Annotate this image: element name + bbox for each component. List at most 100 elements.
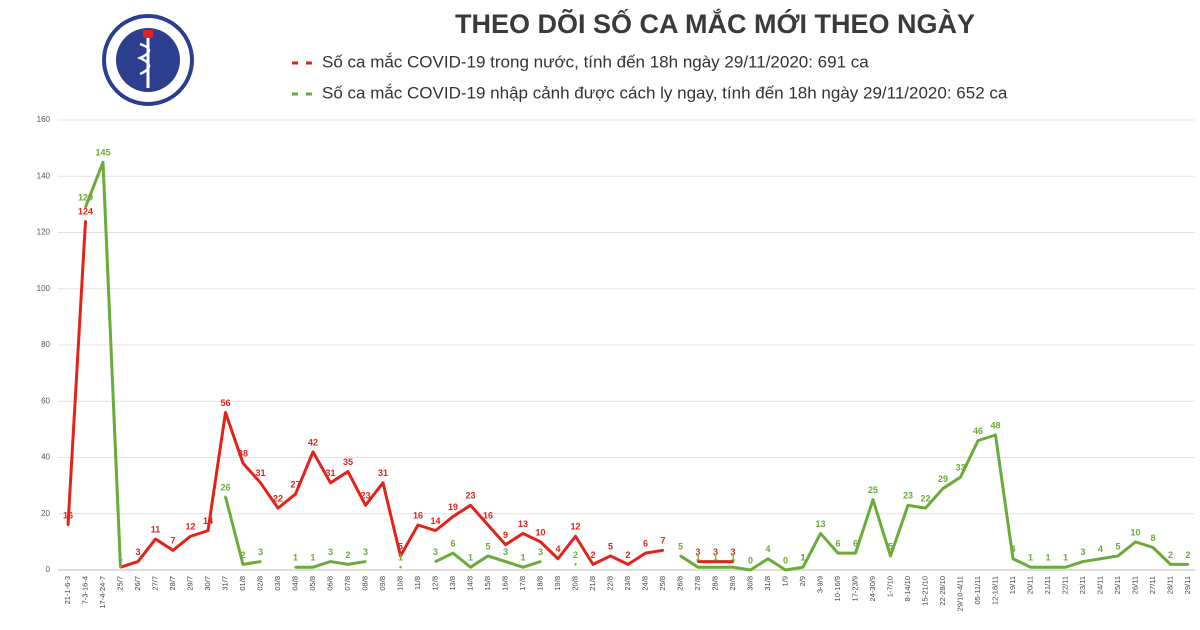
data-point: [609, 554, 612, 558]
data-label: 56: [220, 398, 230, 408]
data-label: 12: [570, 522, 580, 532]
data-label: 22: [273, 494, 283, 504]
data-label: 2: [625, 550, 630, 560]
data-label: 13: [815, 519, 825, 529]
data-point: [644, 551, 647, 555]
data-point: [329, 560, 332, 563]
data-point: [1099, 557, 1102, 560]
data-point: [696, 560, 700, 563]
series-line: [66, 221, 87, 526]
x-tick-label: 25/11: [1113, 576, 1122, 594]
data-label: 6: [853, 539, 858, 549]
x-tick-label: 28/8: [710, 576, 719, 591]
y-tick-label: 120: [37, 228, 51, 237]
data-point: [626, 563, 630, 566]
x-tick-label: 26/8: [675, 576, 684, 591]
data-label: 23: [360, 491, 370, 501]
x-tick-label: 26/7: [133, 576, 142, 591]
x-tick-label: 06/8: [325, 576, 334, 591]
data-label: 1: [800, 553, 805, 563]
data-point: [276, 506, 280, 510]
data-point: [714, 560, 717, 563]
x-tick-label: 29/8: [728, 576, 737, 591]
data-label: 2: [1168, 550, 1173, 560]
logo: [102, 14, 194, 106]
x-tick-label: 1-7/10: [885, 576, 894, 597]
data-point: [206, 529, 210, 532]
data-label: 5: [888, 541, 893, 551]
data-point: [1169, 563, 1172, 566]
data-point: [819, 532, 822, 535]
data-point: [889, 554, 892, 558]
x-tick-label: 23/11: [1078, 576, 1087, 594]
x-tick-label: 29/10-4/11: [955, 576, 964, 611]
data-label: 33: [955, 463, 965, 473]
data-label: 5: [608, 541, 613, 551]
data-label: 25: [868, 485, 878, 495]
data-label: 31: [255, 468, 265, 478]
data-point: [381, 481, 385, 485]
data-label: 2: [240, 550, 245, 560]
x-tick-label: 27/11: [1148, 576, 1157, 594]
data-point: [714, 565, 717, 569]
data-label: 0: [748, 555, 753, 565]
data-label: 0: [783, 555, 788, 565]
data-label: 1: [1028, 553, 1033, 563]
x-tick-label: 18/8: [535, 576, 544, 591]
x-tick-label: 27/7: [150, 576, 159, 591]
legend: Số ca mắc COVID-19 trong nước, tính đến …: [292, 52, 1008, 102]
data-label: 16: [413, 510, 423, 520]
data-point: [399, 554, 402, 558]
x-tick-label: 31/8: [763, 576, 772, 591]
x-tick-label: 1/9: [780, 576, 789, 586]
data-label: 29: [938, 474, 948, 484]
data-label: 1: [713, 553, 718, 563]
legend-label: Số ca mắc COVID-19 trong nước, tính đến …: [322, 52, 869, 71]
data-point: [539, 540, 542, 544]
x-tick-label: 10-16/9: [833, 576, 842, 601]
data-label: 3: [730, 547, 735, 557]
data-point: [574, 535, 577, 538]
data-point: [521, 565, 525, 569]
data-point: [994, 433, 997, 437]
x-tick-label: 19/8: [553, 576, 562, 591]
x-tick-label: 10/8: [395, 576, 404, 591]
data-point: [731, 560, 735, 563]
x-tick-label: 12/8: [430, 576, 439, 591]
data-point: [836, 551, 840, 555]
data-label: 31: [378, 468, 388, 478]
data-label: 1: [1045, 553, 1050, 563]
data-label: 5: [1115, 541, 1120, 551]
data-point: [1029, 565, 1032, 569]
data-label: 1: [1063, 553, 1068, 563]
data-point: [766, 557, 770, 560]
series-line: [120, 411, 664, 569]
data-point: [1011, 557, 1015, 560]
data-label: 10: [1130, 527, 1140, 537]
data-point: [241, 461, 245, 465]
data-label: 3: [328, 547, 333, 557]
data-label: 1: [730, 553, 735, 563]
data-label: 2: [590, 550, 595, 560]
x-tick-label: 02/8: [255, 576, 264, 591]
data-point: [906, 504, 910, 507]
x-tick-label: 27/8: [693, 576, 702, 591]
y-tick-label: 40: [41, 453, 50, 462]
x-tick-label: 03/8: [273, 576, 282, 591]
x-tick-label: 09/8: [378, 576, 387, 591]
data-point: [661, 549, 665, 552]
data-label: 2: [1185, 550, 1190, 560]
data-point: [451, 515, 455, 518]
data-label: 145: [95, 148, 110, 158]
x-tick-label: 29/7: [185, 576, 194, 591]
data-point: [364, 560, 367, 563]
data-label: 23: [465, 491, 475, 501]
y-tick-label: 0: [46, 565, 51, 574]
data-label: 5: [398, 541, 403, 551]
data-point: [521, 532, 525, 535]
data-label: 6: [450, 539, 455, 549]
data-label: 42: [308, 437, 318, 447]
data-point: [469, 565, 472, 569]
data-label: 129: [78, 193, 93, 203]
